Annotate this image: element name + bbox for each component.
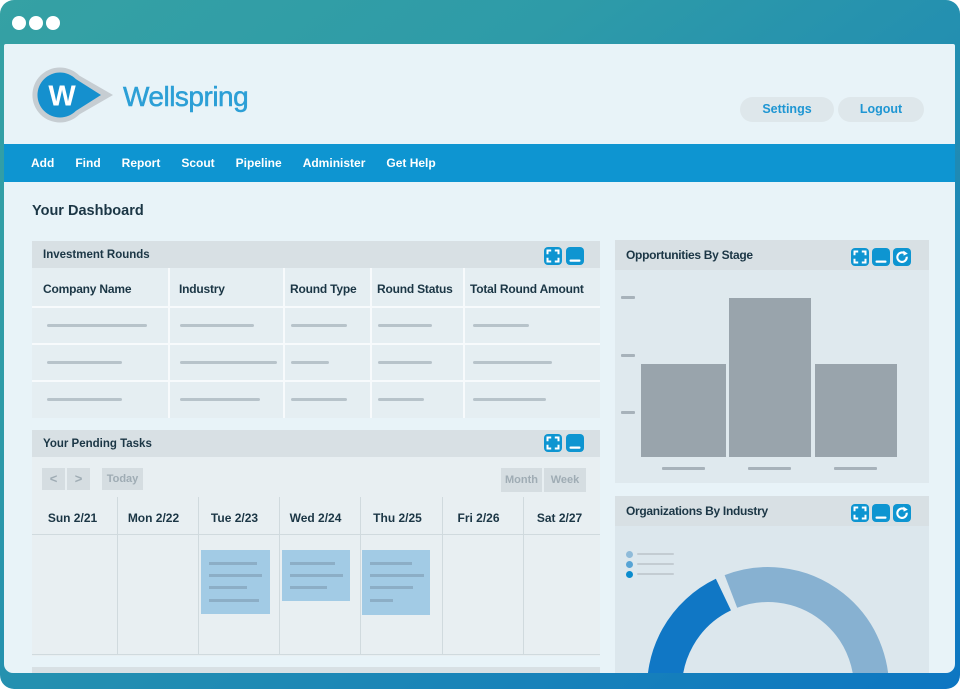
svg-text:W: W	[48, 81, 76, 113]
